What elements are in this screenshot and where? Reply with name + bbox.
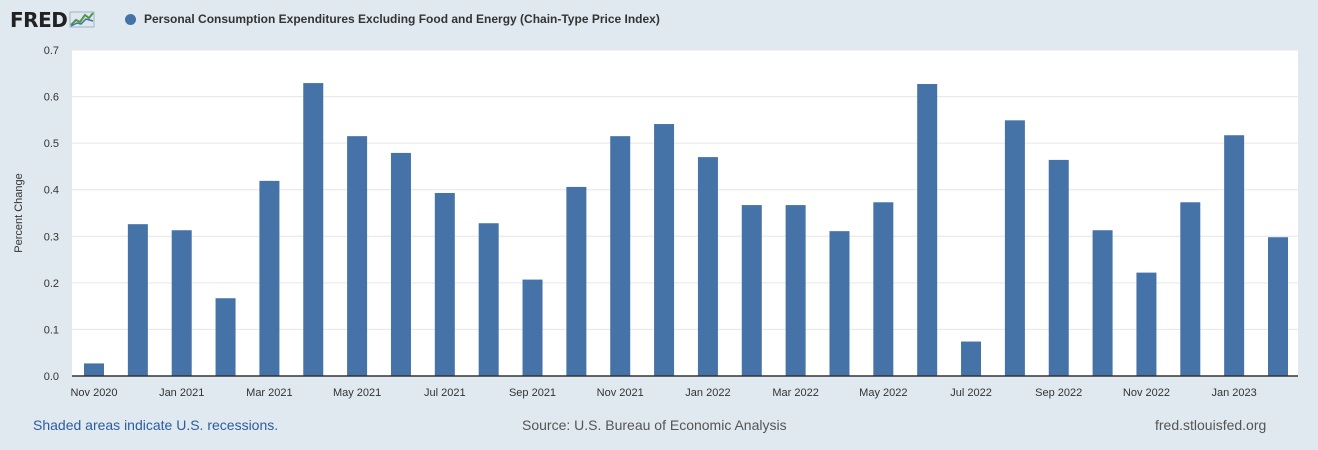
bar[interactable] xyxy=(171,230,192,376)
x-tick-label: Nov 2021 xyxy=(597,387,644,399)
x-tick-label: Jan 2023 xyxy=(1212,387,1257,399)
y-axis-label: Percent Change xyxy=(13,173,25,253)
bar[interactable] xyxy=(1048,159,1069,376)
bar[interactable] xyxy=(873,202,894,376)
x-tick-label: Nov 2020 xyxy=(70,387,117,399)
x-tick-label: Jan 2022 xyxy=(685,387,730,399)
plot-area xyxy=(72,50,1298,376)
x-tick-label: May 2021 xyxy=(333,387,381,399)
bar[interactable] xyxy=(1004,120,1025,376)
y-tick-label: 0.4 xyxy=(44,185,59,197)
bar[interactable] xyxy=(566,186,587,376)
x-tick-label: Sep 2022 xyxy=(1035,387,1082,399)
bar[interactable] xyxy=(785,205,806,376)
y-tick-label: 0.0 xyxy=(44,371,59,383)
x-tick-label: Jul 2021 xyxy=(424,387,466,399)
site-link[interactable]: fred.stlouisfed.org xyxy=(1155,417,1267,433)
bar[interactable] xyxy=(303,83,324,376)
y-tick-label: 0.5 xyxy=(44,138,59,150)
bars xyxy=(84,83,1288,376)
fred-logo-text: FRED xyxy=(10,8,68,32)
bar-chart: 0.0 0.1 0.2 0.3 0.4 0.5 0.6 0.7 Nov 2020 Jan 202… xyxy=(13,45,1298,399)
bar[interactable] xyxy=(522,279,543,376)
line-graph-icon xyxy=(69,11,95,28)
y-tick-label: 0.1 xyxy=(44,324,59,336)
x-tick-label: Jul 2022 xyxy=(950,387,992,399)
y-tick-label: 0.3 xyxy=(44,231,59,243)
bar[interactable] xyxy=(1180,202,1201,376)
bar[interactable] xyxy=(347,136,368,376)
bar[interactable] xyxy=(1268,237,1288,376)
bar[interactable] xyxy=(259,180,280,376)
chart-header: FRED Personal Consumption Expenditures E… xyxy=(0,0,1318,40)
y-axis-ticks: 0.0 0.1 0.2 0.3 0.4 0.5 0.6 0.7 xyxy=(44,45,59,383)
bar[interactable] xyxy=(390,152,411,376)
x-tick-label: May 2022 xyxy=(859,387,907,399)
x-tick-label: Jan 2021 xyxy=(159,387,204,399)
bar[interactable] xyxy=(127,224,148,376)
x-tick-label: Mar 2022 xyxy=(772,387,818,399)
fred-logo[interactable]: FRED xyxy=(10,8,95,32)
bar[interactable] xyxy=(478,223,499,376)
legend-series-label: Personal Consumption Expenditures Exclud… xyxy=(144,12,660,26)
legend[interactable]: Personal Consumption Expenditures Exclud… xyxy=(125,12,660,26)
y-tick-label: 0.7 xyxy=(44,45,59,57)
bar[interactable] xyxy=(829,231,850,376)
legend-series-marker xyxy=(125,13,136,25)
bar[interactable] xyxy=(84,363,104,376)
x-tick-label: Mar 2021 xyxy=(246,387,292,399)
source-note: Source: U.S. Bureau of Economic Analysis xyxy=(522,417,787,433)
bar[interactable] xyxy=(917,84,938,376)
bar[interactable] xyxy=(741,205,762,376)
bar[interactable] xyxy=(610,136,631,376)
bar[interactable] xyxy=(961,341,982,376)
x-axis-ticks: Nov 2020 Jan 2021 Mar 2021 May 2021 Jul 2021… xyxy=(70,387,1256,399)
recession-note-link[interactable]: Shaded areas indicate U.S. recessions. xyxy=(33,417,279,433)
bar[interactable] xyxy=(697,157,718,376)
y-tick-label: 0.6 xyxy=(44,92,59,104)
bar[interactable] xyxy=(434,192,455,376)
x-tick-label: Nov 2022 xyxy=(1123,387,1170,399)
y-tick-label: 0.2 xyxy=(44,278,59,290)
x-tick-label: Sep 2021 xyxy=(509,387,556,399)
bar[interactable] xyxy=(215,298,236,376)
bar[interactable] xyxy=(1224,135,1245,376)
bar[interactable] xyxy=(1136,272,1157,376)
bar[interactable] xyxy=(654,124,675,376)
bar[interactable] xyxy=(1092,230,1113,376)
